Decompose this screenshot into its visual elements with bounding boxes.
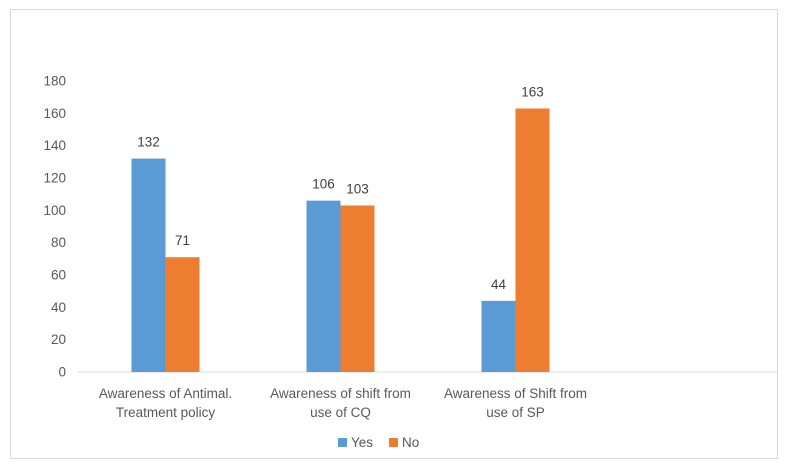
y-tick-label: 20 xyxy=(51,332,66,347)
data-label: 132 xyxy=(137,135,160,150)
y-axis: 0 20 40 60 80 100 120 140 160 180 xyxy=(43,74,66,380)
y-tick-label: 100 xyxy=(43,203,66,218)
y-tick-label: 80 xyxy=(51,235,66,250)
legend-label-yes: Yes xyxy=(351,435,373,450)
bar-no-1 xyxy=(341,205,375,372)
bar-yes-2 xyxy=(482,301,516,372)
bar-yes-1 xyxy=(307,201,341,372)
y-tick-label: 180 xyxy=(43,74,66,89)
y-tick-label: 0 xyxy=(58,365,66,380)
data-label: 103 xyxy=(346,181,369,196)
data-label: 163 xyxy=(521,84,544,99)
y-tick-label: 120 xyxy=(43,171,66,186)
category-label: Awareness of shift from use of CQ xyxy=(270,386,411,420)
data-label: 71 xyxy=(175,233,190,248)
legend-swatch-no xyxy=(389,438,398,447)
bar-no-0 xyxy=(166,257,200,372)
y-tick-label: 40 xyxy=(51,300,66,315)
x-axis: Awareness of Antimal. Treatment policy Awa… xyxy=(78,372,778,420)
bars: 132 106 44 71 103 163 xyxy=(132,84,550,372)
y-tick-label: 140 xyxy=(43,138,66,153)
bar-yes-0 xyxy=(132,159,166,372)
category-label: Awareness of Antimal. Treatment policy xyxy=(99,386,232,420)
category-label: Awareness of Shift from use of SP xyxy=(444,386,587,420)
data-label: 44 xyxy=(491,277,507,292)
legend-label-no: No xyxy=(402,435,419,450)
legend: Yes No xyxy=(338,435,419,450)
data-label: 106 xyxy=(312,177,335,192)
y-tick-label: 160 xyxy=(43,106,66,121)
y-tick-label: 60 xyxy=(51,268,66,283)
legend-swatch-yes xyxy=(338,438,347,447)
bar-no-2 xyxy=(516,108,550,372)
